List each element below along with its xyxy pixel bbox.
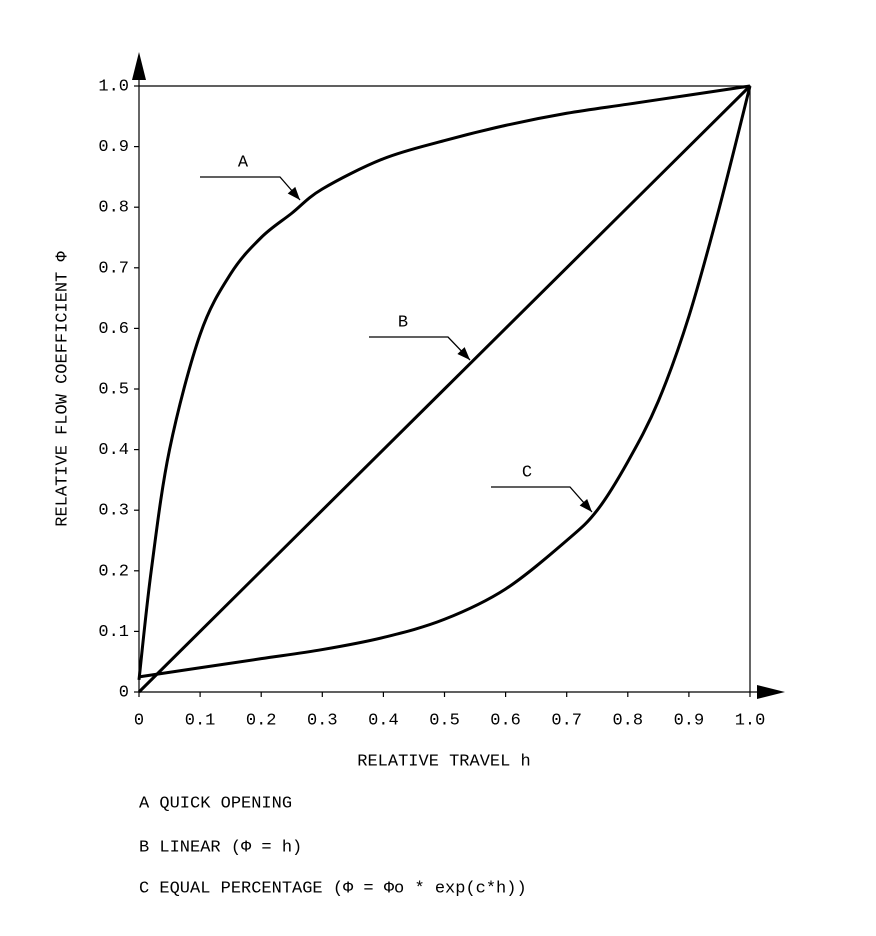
annotation-leader bbox=[369, 336, 471, 361]
x-tick-label: 1.0 bbox=[735, 711, 766, 730]
y-tick-label: 0 bbox=[119, 683, 129, 702]
y-tick-label: 0.8 bbox=[98, 199, 129, 218]
annotation-arrow bbox=[457, 347, 470, 360]
x-axis-title: RELATIVE TRAVEL h bbox=[357, 752, 530, 771]
x-tick-label: 0.2 bbox=[246, 711, 277, 730]
x-tick-label: 0.3 bbox=[307, 711, 338, 730]
annotation-leader bbox=[491, 486, 593, 513]
y-axis-arrow bbox=[132, 52, 146, 80]
y-tick-label: 1.0 bbox=[98, 77, 129, 96]
legend-entry: C EQUAL PERCENTAGE (Φ = Φo * exp(c*h)) bbox=[139, 879, 527, 898]
y-tick-label: 0.4 bbox=[98, 441, 129, 460]
annotation-arrow bbox=[579, 498, 592, 512]
x-tick-label: 0.8 bbox=[612, 711, 643, 730]
y-tick-label: 0.5 bbox=[98, 380, 129, 399]
x-tick-label: 0 bbox=[134, 711, 144, 730]
curve bbox=[137, 84, 751, 681]
annotation-arrow bbox=[287, 186, 300, 200]
annotation-leader bbox=[200, 176, 301, 201]
x-tick-label: 0.4 bbox=[368, 711, 399, 730]
x-tick-label: 0.1 bbox=[185, 711, 216, 730]
y-tick-label: 0.6 bbox=[98, 320, 129, 339]
y-tick-label: 0.2 bbox=[98, 562, 129, 581]
legend-entry: B LINEAR (Φ = h) bbox=[139, 838, 302, 857]
x-tick-label: 0.9 bbox=[674, 711, 705, 730]
x-tick-label: 0.6 bbox=[490, 711, 521, 730]
y-axis-title: RELATIVE FLOW COEFFICIENT Φ bbox=[53, 250, 72, 526]
annotation-label: C bbox=[522, 463, 532, 482]
x-axis-arrow bbox=[757, 685, 785, 699]
annotation-label: A bbox=[238, 153, 249, 172]
annotation-label: B bbox=[398, 313, 408, 332]
y-tick-label: 0.3 bbox=[98, 502, 129, 521]
x-tick-label: 0.7 bbox=[551, 711, 582, 730]
y-tick-label: 0.1 bbox=[98, 623, 129, 642]
legend-entry: A QUICK OPENING bbox=[139, 794, 292, 813]
x-tick-label: 0.5 bbox=[429, 711, 460, 730]
curve bbox=[137, 84, 752, 694]
curve bbox=[138, 85, 752, 679]
y-tick-label: 0.9 bbox=[98, 138, 129, 157]
y-tick-label: 0.7 bbox=[98, 259, 129, 278]
